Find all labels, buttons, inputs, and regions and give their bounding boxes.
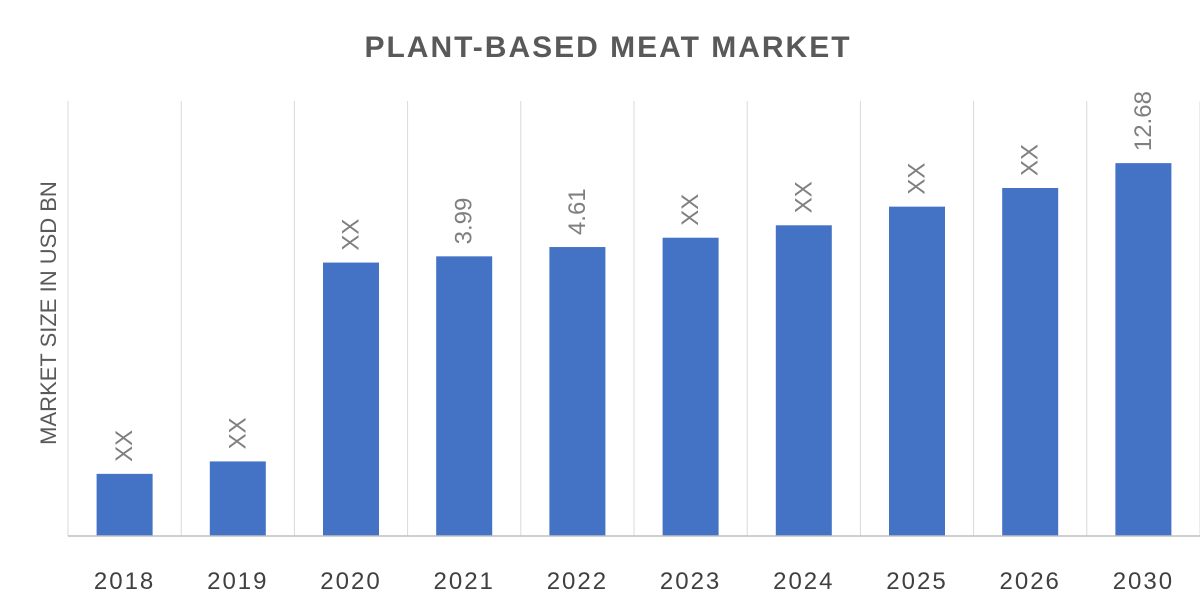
data-labels: XX XX XX 3.99 4.61 XX XX XX XX 12.68 <box>111 91 1157 462</box>
bar-2021 <box>436 256 493 536</box>
bar-2024 <box>775 225 832 537</box>
chart-title: PLANT-BASED MEAT MARKET <box>364 31 851 64</box>
bar-2030 <box>1115 163 1172 536</box>
data-label-2025: XX <box>904 163 931 195</box>
x-tick-2018: 2018 <box>94 568 155 595</box>
data-label-2026: XX <box>1017 144 1044 176</box>
data-label-2020: XX <box>338 219 365 251</box>
x-tick-2021: 2021 <box>434 568 495 595</box>
data-label-2024: XX <box>790 181 817 213</box>
x-tick-2019: 2019 <box>207 568 268 595</box>
data-label-2019: XX <box>224 417 251 449</box>
x-tick-2026: 2026 <box>1000 568 1061 595</box>
data-label-2023: XX <box>677 194 704 226</box>
x-tick-2024: 2024 <box>773 568 834 595</box>
bar-2022 <box>549 247 606 537</box>
data-label-2018: XX <box>111 430 138 462</box>
x-tick-2022: 2022 <box>547 568 608 595</box>
gridlines <box>67 101 1200 536</box>
x-tick-2020: 2020 <box>320 568 381 595</box>
data-label-2021: 3.99 <box>451 198 478 245</box>
x-tick-2023: 2023 <box>660 568 721 595</box>
data-label-2022: 4.61 <box>564 188 591 235</box>
bar-2025 <box>889 206 945 536</box>
bar-2026 <box>1002 188 1059 536</box>
data-label-2030: 12.68 <box>1130 91 1157 151</box>
bar-2020 <box>323 262 379 536</box>
y-axis-label: MARKET SIZE IN USD BN <box>36 181 61 445</box>
x-tick-2025: 2025 <box>886 568 947 595</box>
bar-2018 <box>96 473 153 536</box>
bars <box>96 163 1172 537</box>
bar-2019 <box>209 461 266 536</box>
x-tick-labels: 2018 2019 2020 2021 2022 2023 2024 2025 2026 2030 <box>94 568 1174 595</box>
x-tick-2030: 2030 <box>1113 568 1174 595</box>
bar-2023 <box>662 237 719 536</box>
